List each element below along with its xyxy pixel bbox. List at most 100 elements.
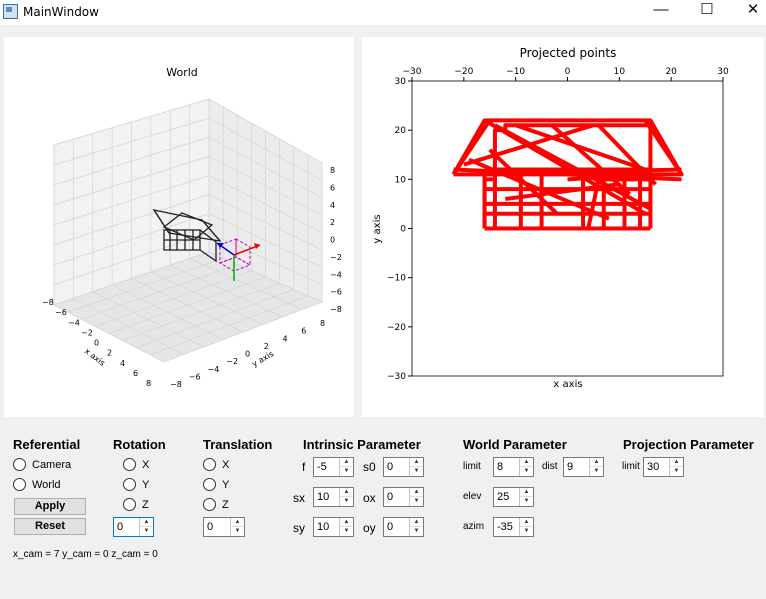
f-spinbox[interactable]: -5 ▲ ▼ <box>313 457 354 477</box>
spin-value[interactable]: 10 <box>317 491 330 503</box>
spin-value[interactable]: -5 <box>317 461 327 473</box>
s0-spinbox[interactable]: 0 ▲ ▼ <box>383 457 424 477</box>
maximize-button[interactable]: ☐ <box>700 1 714 18</box>
translation-radio-x[interactable]: X <box>203 458 229 471</box>
radio-circle[interactable] <box>13 458 26 471</box>
projection-limit-spinbox[interactable]: 30 ▲ ▼ <box>643 457 684 477</box>
spin-down-icon[interactable]: ▼ <box>413 498 420 504</box>
minimize-button[interactable]: — <box>653 1 669 18</box>
spin-down-icon[interactable]: ▼ <box>413 468 420 474</box>
ox-spinbox[interactable]: 0 ▲ ▼ <box>383 487 424 507</box>
radio-circle[interactable] <box>203 458 216 471</box>
spin-arrows[interactable]: ▲ ▼ <box>669 458 683 476</box>
radio-camera[interactable]: Camera <box>13 458 71 471</box>
y-tick-label: −30 <box>387 372 406 382</box>
radio-circle[interactable] <box>203 478 216 491</box>
rotation-radio-z[interactable]: Z <box>123 498 149 511</box>
rotation-radio-y[interactable]: Y <box>123 478 149 491</box>
s0-label: s0 <box>363 460 376 474</box>
spin-down-icon[interactable]: ▼ <box>234 528 241 534</box>
spin-up-icon[interactable]: ▲ <box>520 518 533 527</box>
spin-down-icon[interactable]: ▼ <box>673 468 680 474</box>
sy-spinbox[interactable]: 10 ▲ ▼ <box>313 517 354 537</box>
radio-circle[interactable] <box>123 478 136 491</box>
spin-down-icon[interactable]: ▼ <box>143 528 150 534</box>
spin-down-icon[interactable]: ▼ <box>343 498 350 504</box>
spin-arrows[interactable]: ▲ ▼ <box>519 458 533 476</box>
spin-up-icon[interactable]: ▲ <box>590 458 603 467</box>
rotation-radio-x[interactable]: X <box>123 458 149 471</box>
spin-down-icon[interactable]: ▼ <box>523 528 530 534</box>
reset-button[interactable]: Reset <box>14 518 86 535</box>
spin-value[interactable]: 10 <box>317 521 330 533</box>
spin-up-icon[interactable]: ▲ <box>670 458 683 467</box>
elev-spinbox[interactable]: 25 ▲ ▼ <box>493 487 534 507</box>
translation-radio-z[interactable]: Z <box>203 498 229 511</box>
translation-radio-y[interactable]: Y <box>203 478 229 491</box>
spin-arrows[interactable]: ▲ ▼ <box>589 458 603 476</box>
spin-up-icon[interactable]: ▲ <box>340 458 353 467</box>
spin-up-icon[interactable]: ▲ <box>340 518 353 527</box>
rotation-spinbox[interactable]: 0 ▲ ▼ <box>113 517 154 537</box>
apply-button[interactable]: Apply <box>14 498 86 515</box>
spin-value[interactable]: 0 <box>387 491 394 503</box>
spin-arrows[interactable]: ▲ ▼ <box>339 488 353 506</box>
spin-up-icon[interactable]: ▲ <box>140 518 153 527</box>
spin-arrows[interactable]: ▲ ▼ <box>409 458 423 476</box>
projected-line <box>493 123 652 211</box>
spin-arrows[interactable]: ▲ ▼ <box>519 518 533 536</box>
spin-arrows[interactable]: ▲ ▼ <box>409 518 423 536</box>
z-tick-label-3d: −2 <box>330 253 342 262</box>
world-limit-spinbox[interactable]: 8 ▲ ▼ <box>493 457 534 477</box>
spin-up-icon[interactable]: ▲ <box>340 488 353 497</box>
spin-down-icon[interactable]: ▼ <box>413 528 420 534</box>
spin-up-icon[interactable]: ▲ <box>231 518 244 527</box>
sx-spinbox[interactable]: 10 ▲ ▼ <box>313 487 354 507</box>
spin-value[interactable]: -35 <box>497 521 513 533</box>
sx-label: sx <box>293 491 305 505</box>
dist-spinbox[interactable]: 9 ▲ ▼ <box>563 457 604 477</box>
spin-value[interactable]: 30 <box>647 461 660 473</box>
spin-value[interactable]: 0 <box>387 461 394 473</box>
spin-value[interactable]: 0 <box>117 521 124 533</box>
spin-down-icon[interactable]: ▼ <box>343 528 350 534</box>
translation-spinbox[interactable]: 0 ▲ ▼ <box>203 517 245 537</box>
x-tick-label-3d: −4 <box>68 318 80 327</box>
spin-up-icon[interactable]: ▲ <box>410 518 423 527</box>
spin-value[interactable]: 25 <box>497 491 510 503</box>
spin-arrows[interactable]: ▲ ▼ <box>339 458 353 476</box>
spin-value[interactable]: 8 <box>497 461 504 473</box>
radio-circle[interactable] <box>123 458 136 471</box>
spin-up-icon[interactable]: ▲ <box>520 488 533 497</box>
spin-value[interactable]: 0 <box>207 521 214 533</box>
z-tick-label-3d: 4 <box>330 201 335 210</box>
spin-down-icon[interactable]: ▼ <box>343 468 350 474</box>
spin-value[interactable]: 9 <box>567 461 574 473</box>
spin-value[interactable]: 0 <box>387 521 394 533</box>
oy-spinbox[interactable]: 0 ▲ ▼ <box>383 517 424 537</box>
spin-up-icon[interactable]: ▲ <box>520 458 533 467</box>
spin-arrows[interactable]: ▲ ▼ <box>339 518 353 536</box>
radio-circle[interactable] <box>123 498 136 511</box>
x-tick-label-3d: 2 <box>107 349 112 358</box>
spin-down-icon[interactable]: ▼ <box>593 468 600 474</box>
spin-arrows[interactable]: ▲ ▼ <box>409 488 423 506</box>
spin-arrows[interactable]: ▲ ▼ <box>139 518 153 536</box>
sy-label: sy <box>293 521 305 535</box>
z-tick-label-3d: −6 <box>330 288 342 297</box>
y-tick-label: 30 <box>395 77 407 87</box>
y-tick-label: 0 <box>400 225 406 235</box>
grid-line <box>136 289 294 349</box>
spin-down-icon[interactable]: ▼ <box>523 498 530 504</box>
radio-circle[interactable] <box>13 478 26 491</box>
close-button[interactable]: ✕ <box>746 1 760 18</box>
spin-up-icon[interactable]: ▲ <box>410 488 423 497</box>
spin-arrows[interactable]: ▲ ▼ <box>230 518 244 536</box>
radio-circle[interactable] <box>203 498 216 511</box>
spin-down-icon[interactable]: ▼ <box>523 468 530 474</box>
azim-spinbox[interactable]: -35 ▲ ▼ <box>493 517 534 537</box>
z-tick-label-3d: −8 <box>330 305 342 314</box>
spin-up-icon[interactable]: ▲ <box>410 458 423 467</box>
spin-arrows[interactable]: ▲ ▼ <box>519 488 533 506</box>
radio-world[interactable]: World <box>13 478 61 491</box>
